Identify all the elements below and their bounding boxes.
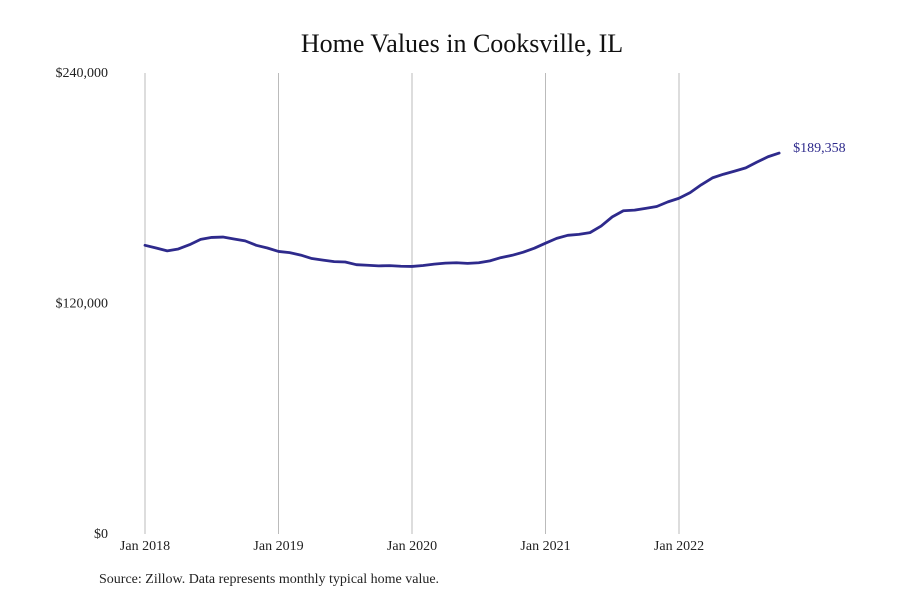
x-tick-label: Jan 2020 xyxy=(387,539,437,554)
y-axis-ticks: $0 $120,000 $240,000 xyxy=(56,66,109,542)
y-tick-label: $120,000 xyxy=(56,297,109,312)
grid-lines xyxy=(144,73,680,534)
chart-title: Home Values in Cooksville, IL xyxy=(301,29,623,58)
end-value-label: $189,358 xyxy=(793,141,846,156)
x-axis-ticks: Jan 2018 Jan 2019 Jan 2020 Jan 2021 Jan 2022 xyxy=(120,539,704,554)
source-note: Source: Zillow. Data represents monthly … xyxy=(99,572,440,587)
y-tick-label: $240,000 xyxy=(56,66,109,81)
series-line-home-value xyxy=(143,151,781,268)
x-tick-label: Jan 2022 xyxy=(654,539,704,554)
y-tick-label: $0 xyxy=(94,527,108,542)
x-tick-label: Jan 2018 xyxy=(120,539,170,554)
x-tick-label: Jan 2021 xyxy=(520,539,570,554)
x-tick-label: Jan 2019 xyxy=(253,539,303,554)
